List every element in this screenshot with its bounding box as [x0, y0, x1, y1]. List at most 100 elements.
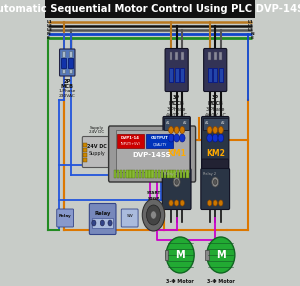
Bar — [83, 148, 87, 152]
FancyBboxPatch shape — [121, 209, 138, 227]
Text: 3-Φ Motor: 3-Φ Motor — [166, 279, 194, 284]
Bar — [117, 134, 144, 148]
Bar — [170, 170, 173, 178]
Circle shape — [180, 200, 184, 206]
Text: Relay 1: Relay 1 — [164, 172, 177, 176]
Bar — [214, 52, 217, 60]
Bar — [62, 51, 65, 57]
Text: L2: L2 — [46, 24, 52, 28]
Text: 1-Phase: 1-Phase — [58, 89, 76, 93]
Bar — [180, 170, 182, 178]
Text: L1: L1 — [248, 20, 254, 24]
Circle shape — [208, 200, 212, 206]
Bar — [145, 170, 148, 178]
Text: SW: SW — [126, 214, 133, 218]
Bar — [167, 170, 170, 178]
Circle shape — [92, 220, 96, 226]
Circle shape — [108, 220, 112, 226]
Text: N: N — [46, 32, 50, 36]
Bar — [169, 68, 173, 82]
Bar — [208, 52, 211, 60]
Ellipse shape — [207, 237, 235, 273]
FancyBboxPatch shape — [82, 136, 109, 168]
FancyBboxPatch shape — [163, 116, 190, 170]
Text: QUALITY: QUALITY — [153, 142, 167, 146]
Bar — [186, 170, 189, 178]
Text: MCCB: MCCB — [207, 101, 223, 106]
Text: 3-Phase: 3-Phase — [206, 107, 225, 112]
Bar — [175, 52, 178, 60]
Bar — [62, 69, 65, 73]
Text: Relay: Relay — [59, 214, 71, 218]
Bar — [177, 170, 179, 178]
Circle shape — [213, 126, 218, 134]
FancyBboxPatch shape — [201, 168, 230, 210]
Bar — [117, 170, 119, 178]
Circle shape — [169, 200, 173, 206]
FancyBboxPatch shape — [57, 209, 74, 227]
Text: DVP1-14: DVP1-14 — [121, 136, 140, 140]
FancyBboxPatch shape — [163, 159, 190, 187]
Bar — [68, 58, 73, 68]
Text: 3P: 3P — [173, 95, 180, 100]
Circle shape — [219, 200, 223, 206]
Bar — [173, 170, 176, 178]
Text: A1: A1 — [205, 121, 209, 125]
FancyBboxPatch shape — [59, 49, 75, 76]
Circle shape — [180, 126, 185, 134]
Bar — [206, 250, 209, 260]
Text: A2: A2 — [182, 121, 187, 125]
Text: L1: L1 — [46, 20, 52, 24]
Bar — [154, 170, 157, 178]
Text: M: M — [216, 250, 226, 260]
Circle shape — [213, 200, 217, 206]
Text: A2: A2 — [221, 121, 226, 125]
Bar — [120, 170, 122, 178]
Text: 24V DC: 24V DC — [89, 130, 105, 134]
Bar — [219, 68, 223, 82]
Bar — [69, 69, 72, 73]
Text: L3: L3 — [46, 28, 52, 32]
Text: STOP: STOP — [147, 197, 160, 201]
Text: L3: L3 — [248, 28, 254, 32]
Bar — [164, 170, 167, 178]
FancyBboxPatch shape — [165, 49, 188, 92]
Circle shape — [169, 126, 173, 134]
Circle shape — [175, 180, 178, 184]
Circle shape — [174, 126, 179, 134]
Bar — [83, 158, 87, 162]
Circle shape — [146, 205, 161, 225]
FancyBboxPatch shape — [204, 49, 227, 92]
Text: Supply: Supply — [90, 126, 104, 130]
Text: MCCB: MCCB — [169, 101, 184, 106]
Text: N: N — [250, 32, 254, 36]
Bar — [133, 170, 135, 178]
Text: KM2: KM2 — [206, 148, 225, 158]
Text: 230VAC: 230VAC — [59, 94, 76, 98]
Circle shape — [218, 126, 223, 134]
Text: Supply: Supply — [89, 152, 105, 156]
Bar — [161, 170, 163, 178]
Circle shape — [207, 134, 212, 142]
Bar — [129, 170, 132, 178]
Bar — [116, 130, 189, 172]
Text: 400V AC: 400V AC — [205, 113, 226, 118]
Text: 3P: 3P — [212, 95, 219, 100]
Text: M: M — [175, 250, 185, 260]
Bar — [136, 170, 138, 178]
Text: L2: L2 — [248, 24, 254, 28]
Bar — [152, 170, 154, 178]
Text: Relay: Relay — [94, 210, 110, 215]
Text: KM1: KM1 — [167, 148, 186, 158]
Circle shape — [142, 199, 165, 231]
FancyBboxPatch shape — [89, 204, 116, 235]
Text: 2P: 2P — [64, 79, 71, 84]
Bar — [202, 118, 228, 130]
Text: E: E — [46, 36, 49, 40]
Text: MCB: MCB — [61, 84, 74, 89]
Bar — [83, 143, 87, 147]
Text: A1: A1 — [166, 121, 171, 125]
Bar — [208, 68, 212, 82]
Bar — [175, 68, 179, 82]
Bar — [169, 52, 172, 60]
